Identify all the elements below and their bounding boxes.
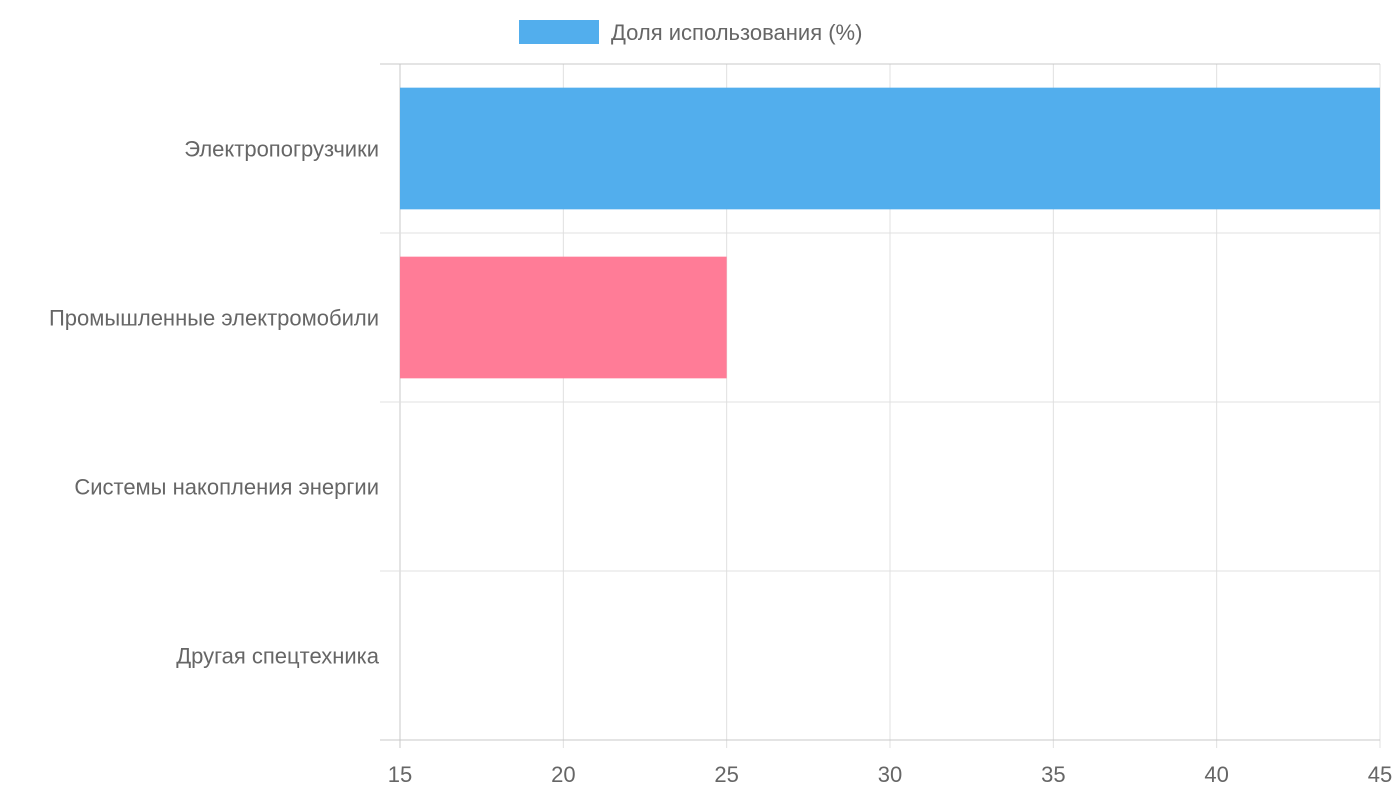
x-tick-label: 35 [1041,762,1065,787]
x-tick-label: 25 [714,762,738,787]
x-tick-label: 30 [878,762,902,787]
y-category-label: Системы накопления энергии [74,475,379,500]
y-category-label: Электропогрузчики [184,137,379,162]
x-tick-label: 40 [1204,762,1228,787]
x-tick-label: 20 [551,762,575,787]
y-category-label: Промышленные электромобили [49,306,379,331]
x-tick-label: 45 [1368,762,1392,787]
legend-label: Доля использования (%) [611,20,862,45]
y-category-label: Другая спецтехника [176,644,380,669]
x-tick-label: 15 [388,762,412,787]
bar-0 [400,87,1380,210]
bar-1 [400,256,727,379]
legend-swatch [519,20,599,44]
